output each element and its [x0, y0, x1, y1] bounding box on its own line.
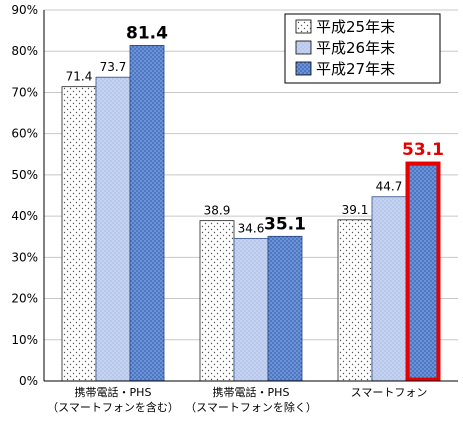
axes [43, 10, 458, 382]
bar [129, 45, 165, 382]
value-label: 81.4 [126, 23, 168, 43]
value-label: 71.4 [66, 70, 93, 84]
legend-swatch-h25 [295, 19, 312, 34]
category-labels: 携帯電話・PHS（スマートフォンを含む）携帯電話・PHS（スマートフォンを除く）… [47, 385, 427, 414]
bar [233, 237, 269, 382]
category-label: 携帯電話・PHS [213, 385, 290, 399]
bar [95, 76, 131, 382]
category-label: 携帯電話・PHS [75, 385, 152, 399]
value-label: 44.7 [376, 180, 403, 194]
value-label: 34.6 [238, 221, 265, 235]
category-label: スマートフォン [351, 386, 428, 399]
value-label: 53.1 [402, 140, 444, 160]
bar [405, 161, 441, 382]
bars [61, 45, 441, 382]
y-tick-label: 70% [11, 85, 38, 99]
legend: 平成25年末 平成26年末 平成27年末 [284, 13, 441, 84]
y-axis-ticks: 0% 10% 20% 30% 40% 50% 60% 70% 80% 90% [11, 3, 38, 388]
bar [337, 219, 373, 382]
bar [267, 235, 303, 382]
value-label: 39.1 [342, 203, 369, 217]
y-tick-label: 50% [11, 168, 38, 182]
bar [199, 220, 235, 382]
y-tick-label: 80% [11, 44, 38, 58]
value-label: 73.7 [100, 60, 127, 74]
legend-label-h25: 平成25年末 [316, 18, 395, 36]
bar [371, 196, 407, 382]
legend-swatch-h27 [295, 61, 312, 76]
category-label: （スマートフォンを除く） [185, 400, 317, 414]
category-label: （スマートフォンを含む） [47, 400, 179, 414]
bar-highlight-outline [405, 161, 441, 382]
y-tick-label: 90% [11, 3, 38, 17]
value-label: 38.9 [204, 204, 231, 218]
value-label: 35.1 [264, 214, 306, 234]
legend-label-h27: 平成27年末 [316, 60, 395, 78]
legend-label-h26: 平成26年末 [316, 39, 395, 57]
y-tick-label: 30% [11, 250, 38, 264]
legend-swatch-h26 [295, 40, 312, 55]
y-tick-label: 60% [11, 127, 38, 141]
y-tick-label: 20% [11, 292, 38, 306]
value-labels: 71.4 73.7 81.4 38.9 34.6 35.1 39.1 44.7 53.1 [66, 23, 444, 235]
y-tick-label: 40% [11, 209, 38, 223]
bar [61, 86, 97, 382]
y-tick-label: 0% [19, 374, 38, 388]
y-tick-label: 10% [11, 333, 38, 347]
